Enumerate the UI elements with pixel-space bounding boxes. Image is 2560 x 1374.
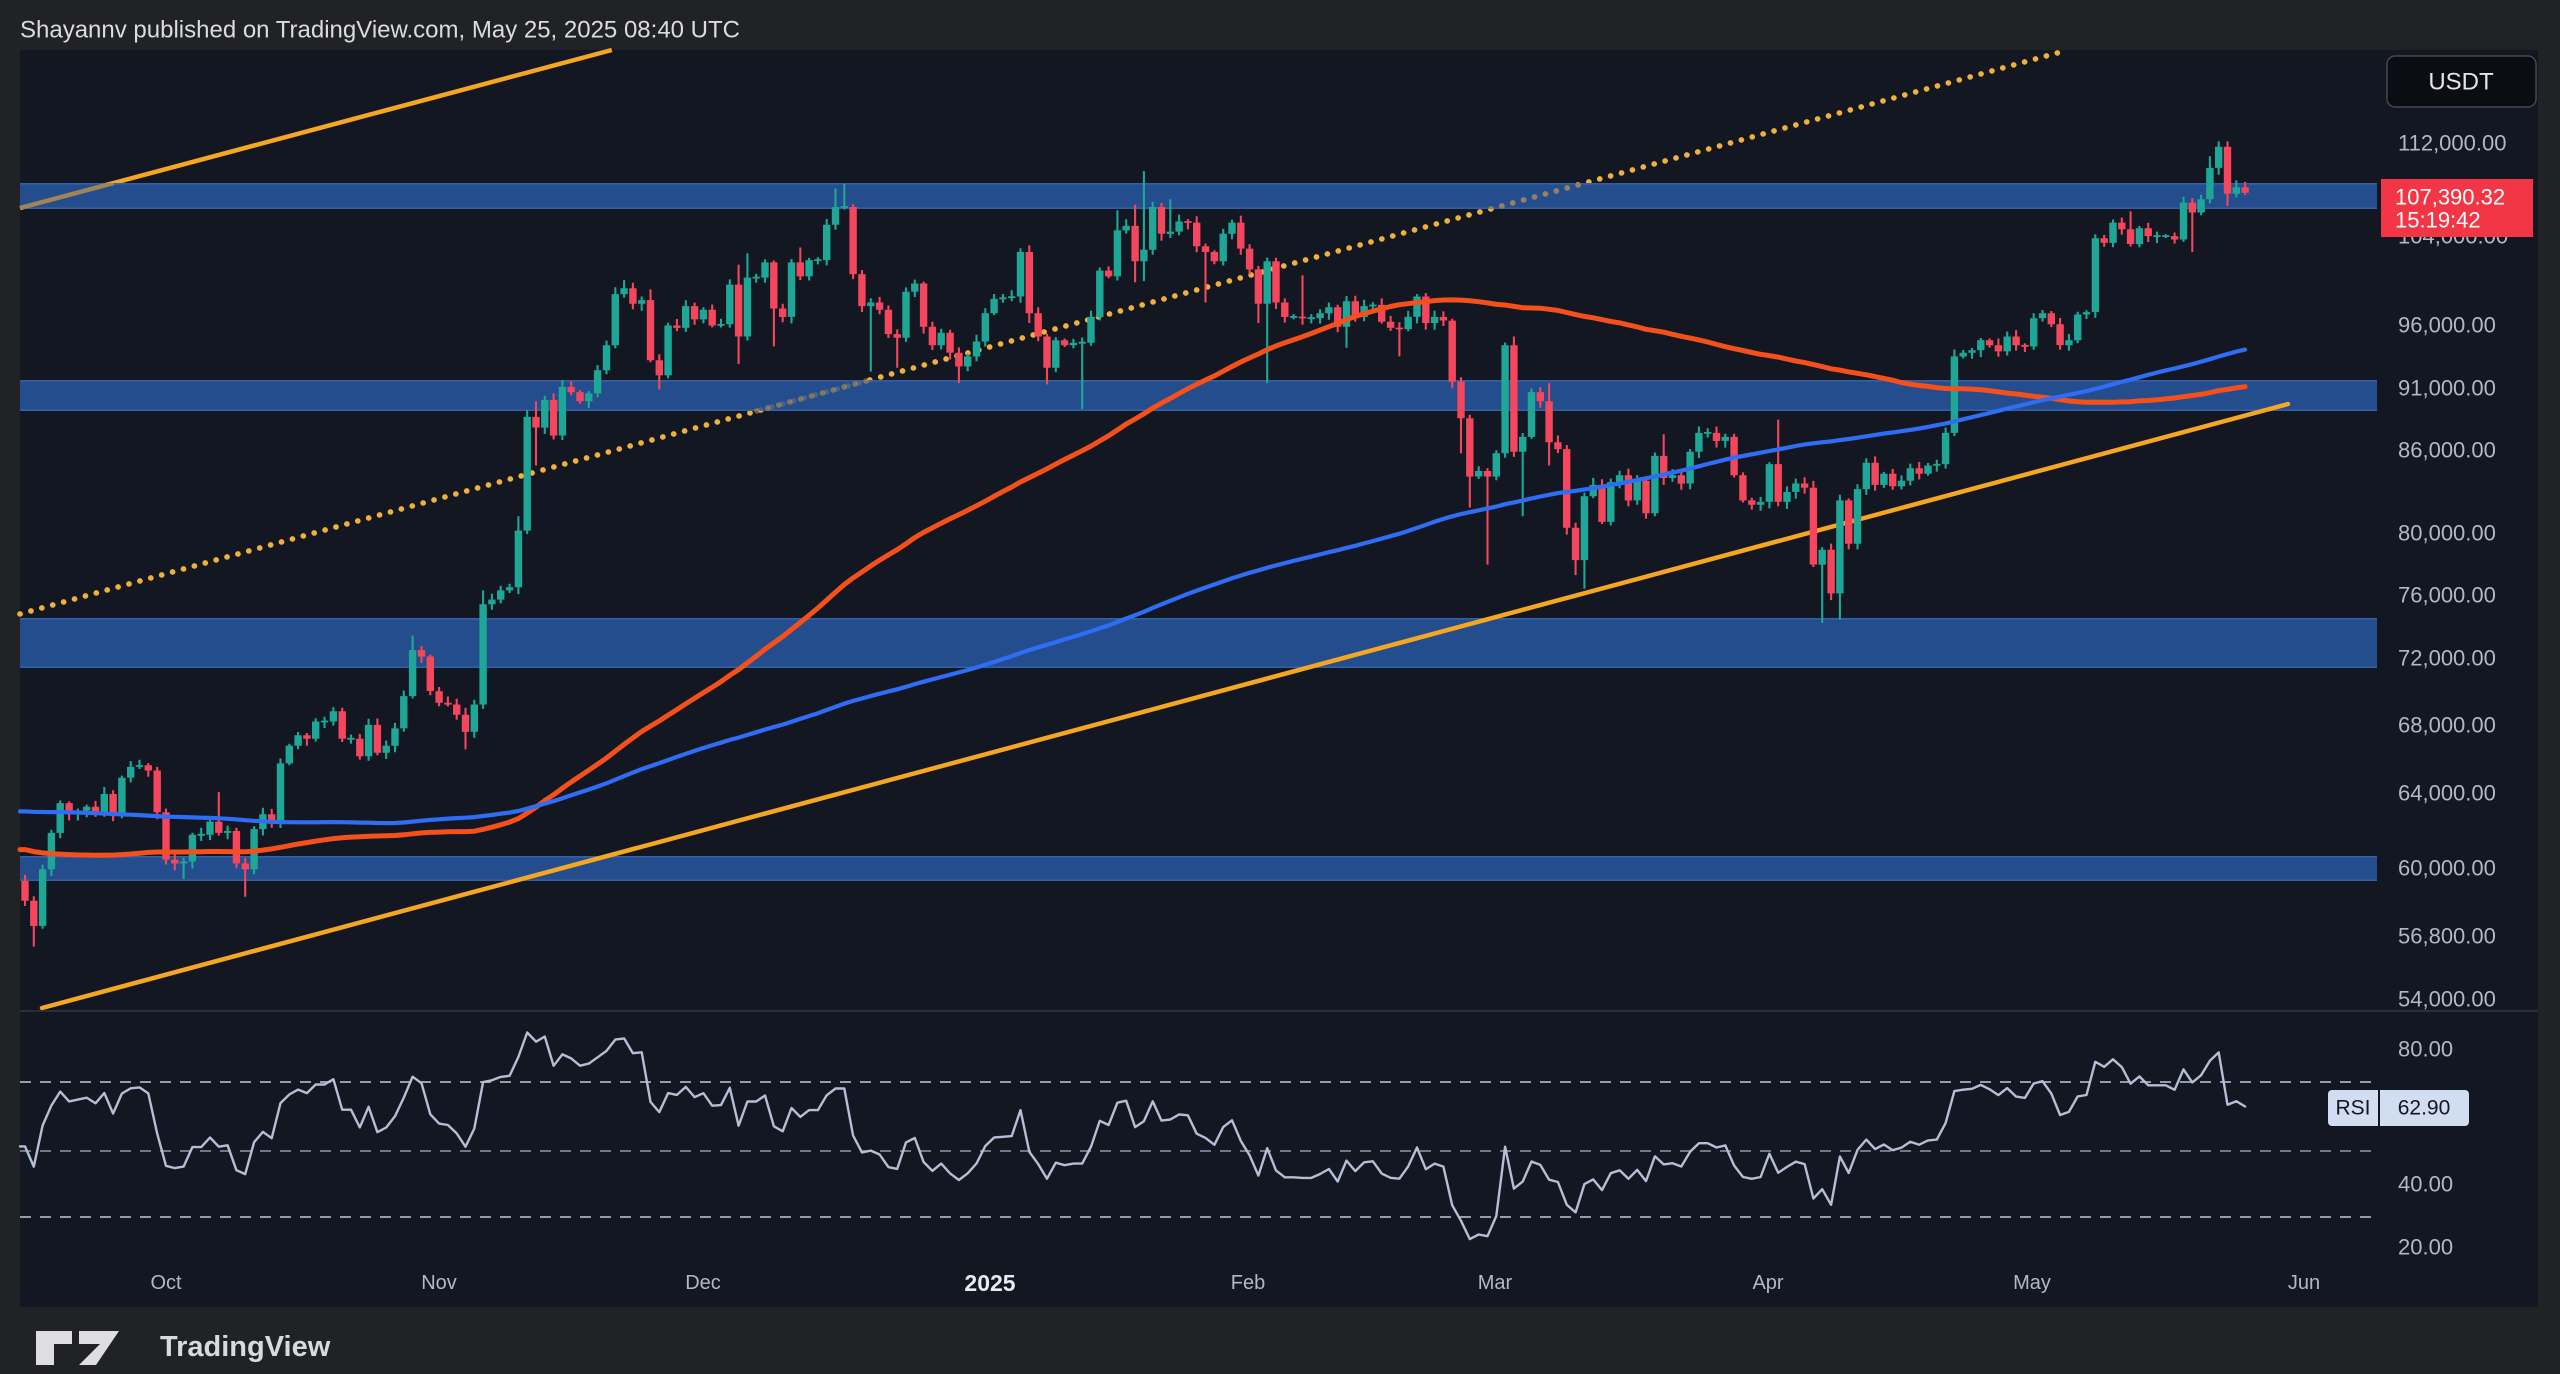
- svg-text:64,000.00: 64,000.00: [2398, 781, 2496, 806]
- svg-text:96,000.00: 96,000.00: [2398, 313, 2496, 338]
- svg-text:2025: 2025: [964, 1270, 1015, 1296]
- svg-text:107,390.32: 107,390.32: [2395, 185, 2505, 210]
- svg-text:56,800.00: 56,800.00: [2398, 924, 2496, 949]
- svg-text:TradingView: TradingView: [160, 1331, 331, 1363]
- svg-text:Dec: Dec: [685, 1272, 721, 1294]
- svg-text:USDT: USDT: [2428, 69, 2494, 96]
- svg-text:60,000.00: 60,000.00: [2398, 856, 2496, 881]
- svg-text:Shayannv published on TradingV: Shayannv published on TradingView.com, M…: [20, 17, 740, 44]
- svg-text:Mar: Mar: [1478, 1272, 1513, 1294]
- svg-text:80.00: 80.00: [2398, 1037, 2453, 1062]
- svg-text:86,000.00: 86,000.00: [2398, 438, 2496, 463]
- svg-text:62.90: 62.90: [2398, 1097, 2451, 1120]
- svg-text:80,000.00: 80,000.00: [2398, 521, 2496, 546]
- svg-text:68,000.00: 68,000.00: [2398, 713, 2496, 738]
- svg-text:Jun: Jun: [2288, 1272, 2320, 1294]
- svg-text:May: May: [2013, 1272, 2051, 1294]
- svg-text:112,000.00: 112,000.00: [2398, 131, 2506, 156]
- svg-text:Nov: Nov: [421, 1272, 457, 1294]
- svg-text:Apr: Apr: [1752, 1272, 1783, 1294]
- svg-text:Oct: Oct: [150, 1272, 182, 1294]
- svg-text:76,000.00: 76,000.00: [2398, 583, 2496, 608]
- svg-text:RSI: RSI: [2335, 1097, 2370, 1120]
- svg-text:40.00: 40.00: [2398, 1172, 2453, 1197]
- svg-text:20.00: 20.00: [2398, 1235, 2453, 1260]
- svg-text:72,000.00: 72,000.00: [2398, 646, 2496, 671]
- svg-text:91,000.00: 91,000.00: [2398, 376, 2496, 401]
- svg-text:Feb: Feb: [1231, 1272, 1265, 1294]
- svg-text:15:19:42: 15:19:42: [2395, 208, 2481, 233]
- svg-text:54,000.00: 54,000.00: [2398, 987, 2496, 1012]
